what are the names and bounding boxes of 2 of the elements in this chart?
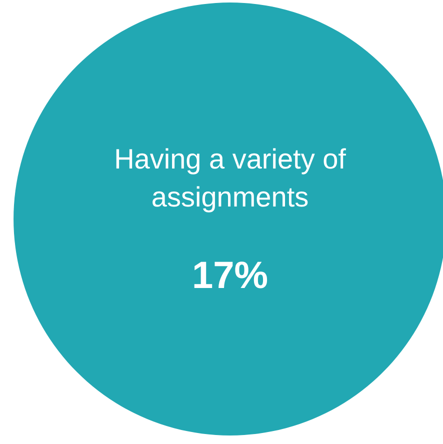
- category-label: Having a variety of assignments: [114, 144, 346, 212]
- data-label: 17%: [192, 255, 268, 297]
